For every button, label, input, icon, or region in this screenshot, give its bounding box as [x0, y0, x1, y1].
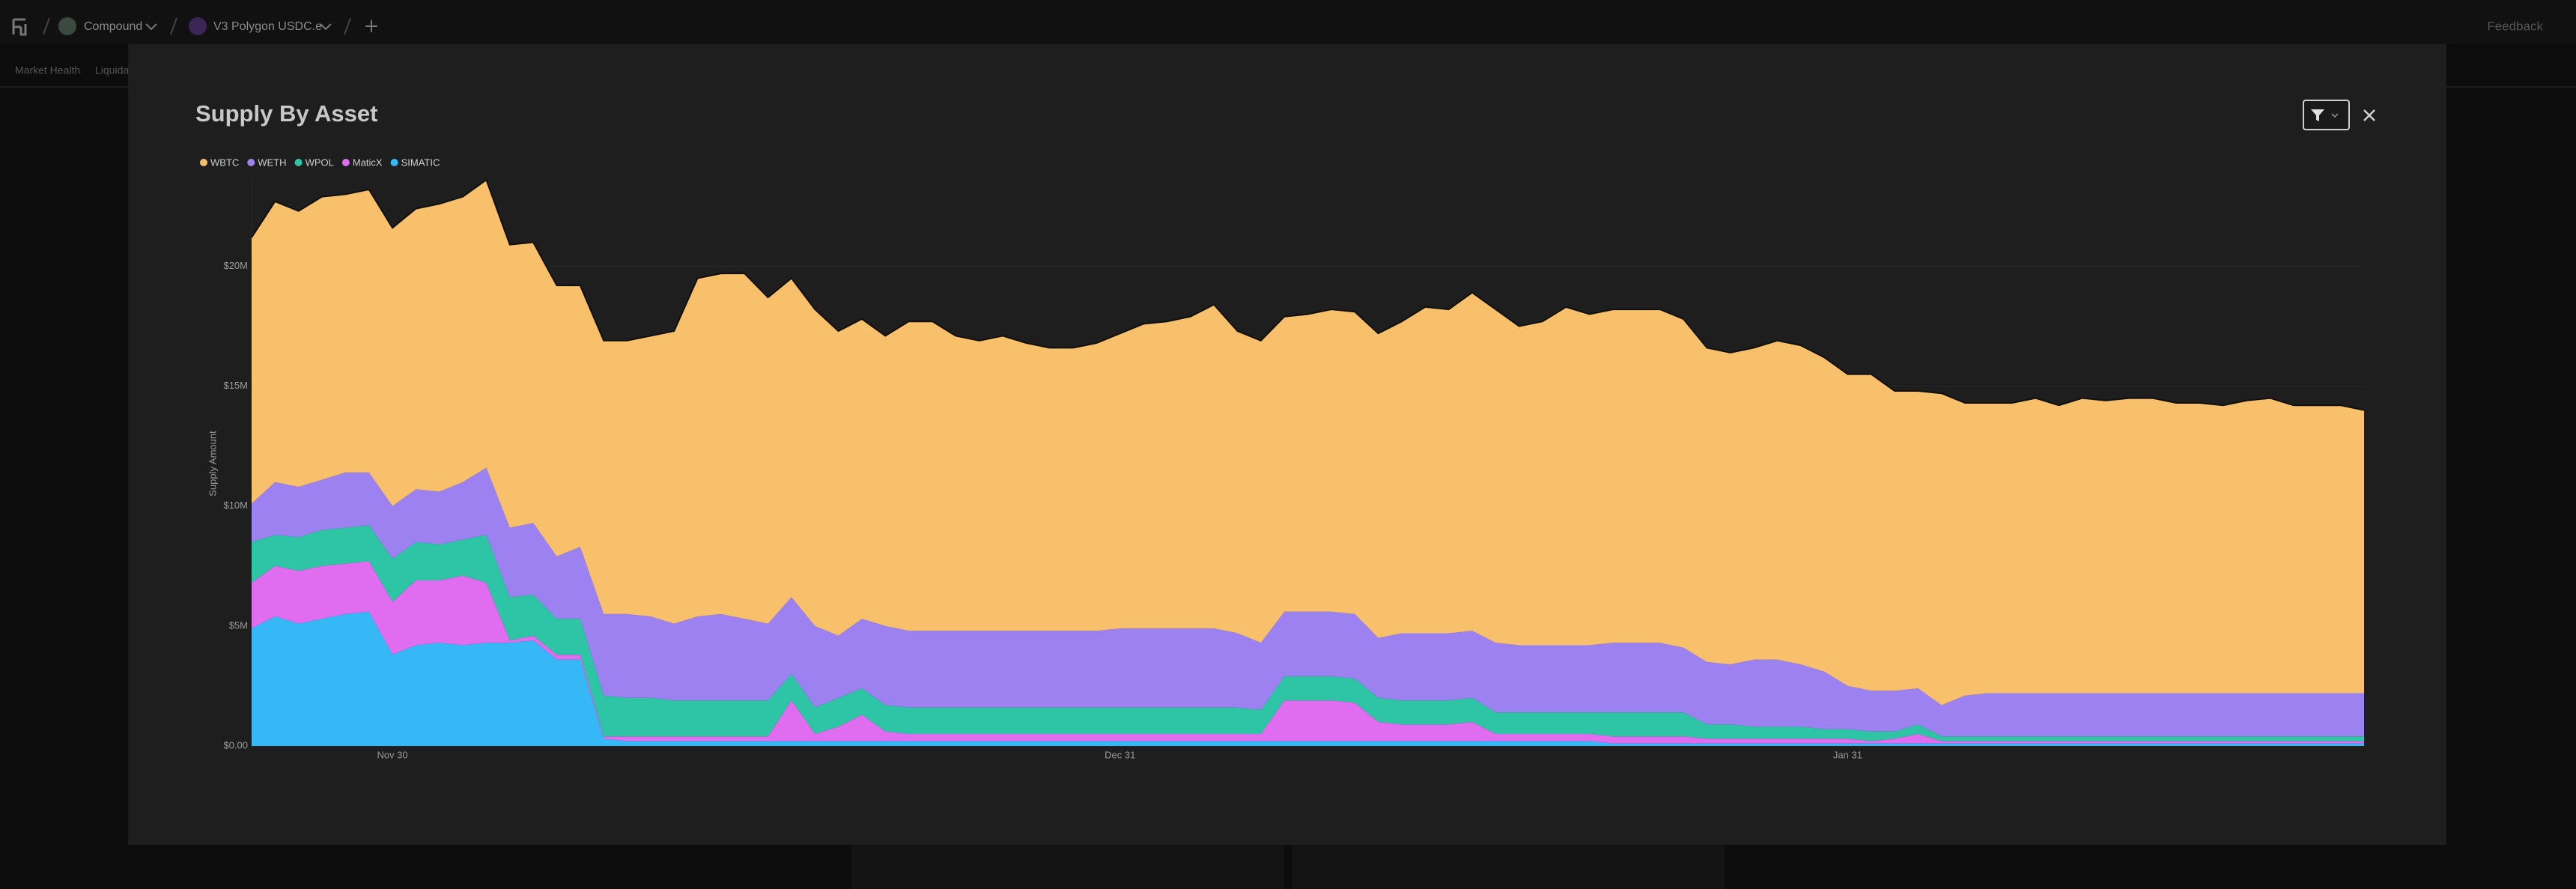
area	[252, 180, 2364, 706]
tab[interactable]: Market Health	[15, 64, 80, 76]
logo[interactable]	[12, 18, 27, 36]
legend-label: WPOL	[306, 157, 334, 168]
market-name[interactable]: V3 Polygon USDC.e	[213, 20, 322, 33]
legend-swatch	[294, 159, 303, 166]
protocol-name[interactable]: Compound	[84, 20, 142, 33]
y-tick-label: $5M	[229, 619, 248, 631]
separator	[43, 17, 50, 35]
x-tick-label: Jan 31	[1833, 749, 1862, 760]
legend-label: WETH	[258, 157, 286, 168]
background-panel	[1292, 845, 1725, 889]
logo-glyph	[12, 18, 27, 36]
legend-label: SIMATIC	[401, 157, 440, 168]
separator	[344, 17, 351, 35]
separator	[170, 17, 177, 35]
chart-title: Supply By Asset	[195, 100, 377, 127]
filter-icon	[2311, 109, 2324, 121]
y-tick-label: $10M	[223, 500, 248, 511]
add-button[interactable]	[365, 20, 377, 32]
legend-label: MaticX	[353, 157, 383, 168]
legend-swatch	[341, 159, 350, 166]
legend-label: WBTC	[210, 157, 239, 168]
area	[252, 611, 2364, 746]
protocol-icon	[58, 17, 76, 35]
feedback-link[interactable]: Feedback	[2487, 19, 2543, 33]
chevron	[2331, 113, 2339, 118]
chevron[interactable]	[145, 23, 157, 31]
x-tick-label: Dec 31	[1105, 749, 1135, 760]
legend-swatch	[390, 159, 398, 166]
y-tick-label: $20M	[223, 260, 248, 271]
chevron[interactable]	[320, 23, 332, 31]
area	[252, 525, 2364, 741]
background-panel	[851, 845, 1284, 889]
area-outline	[251, 178, 2365, 411]
y-tick-label: $0.00	[223, 739, 248, 750]
legend-swatch	[200, 159, 207, 166]
close-button[interactable]	[2363, 109, 2375, 121]
area	[252, 467, 2364, 737]
market-icon	[189, 17, 207, 35]
legend-swatch	[247, 159, 255, 166]
area	[252, 561, 2364, 744]
y-tick-label: $15M	[223, 380, 248, 391]
filter-button[interactable]	[2303, 100, 2350, 130]
top-bar	[0, 0, 2576, 44]
x-tick-label: Nov 30	[377, 749, 407, 760]
y-axis-title: Supply Amount	[207, 431, 218, 497]
